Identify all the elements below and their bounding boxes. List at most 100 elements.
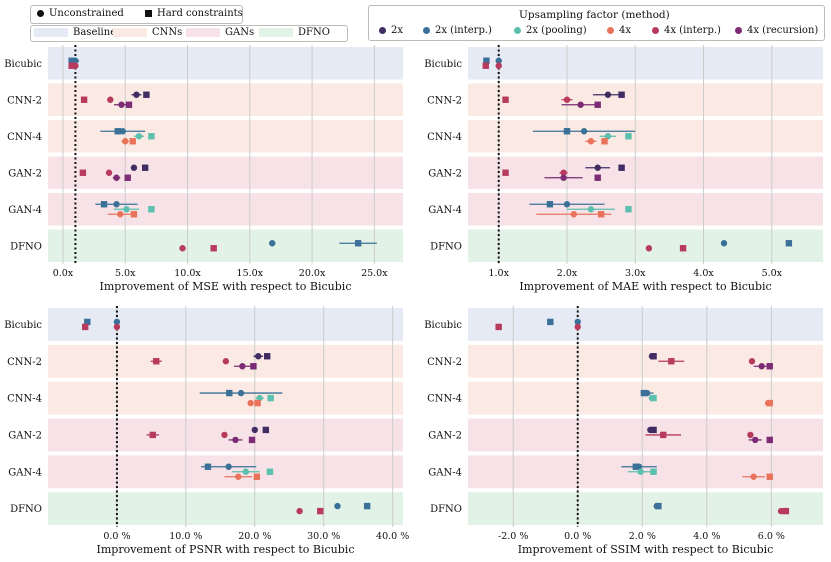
x-tick-label: 20.0x	[299, 268, 326, 279]
cnns-swatch	[113, 28, 147, 37]
row-band	[48, 229, 403, 262]
data-point-circle	[225, 463, 232, 470]
data-point-circle	[113, 201, 120, 208]
data-point-circle	[107, 96, 114, 103]
data-point-square	[114, 128, 121, 135]
row-band	[48, 492, 403, 525]
row-label: DFNO	[10, 241, 42, 252]
data-point-square	[124, 174, 131, 181]
x-tick-label: -2.0 %	[498, 531, 528, 542]
data-point-square	[502, 96, 509, 103]
legend-method-4x: 4x	[607, 25, 631, 37]
x-tick-label: 4.0x	[693, 268, 714, 279]
legend-method-4x-interp-label: 4x (interp.)	[664, 25, 721, 36]
legend-groups: Baseline CNNs GANs DFNO	[30, 25, 348, 42]
data-point-square	[482, 62, 489, 69]
panel-0: Bicubic CNN-2 CNN-4 GAN-2 GAN-4 DFNO 0.0x 5.0x 1…	[4, 45, 403, 293]
data-point-square	[655, 502, 662, 510]
data-point-circle	[748, 358, 756, 365]
data-point-circle	[118, 101, 125, 108]
data-point-circle	[560, 169, 567, 176]
x-axis-label: Improvement of MAE with respect to Bicub…	[519, 280, 771, 293]
data-point-circle	[574, 318, 581, 326]
x-tick-label: 10.0 %	[169, 531, 202, 542]
data-point-square	[766, 363, 773, 370]
x-axis-label: Improvement of MSE with respect to Bicub…	[100, 280, 352, 293]
data-point-square	[594, 101, 601, 108]
data-point-square	[502, 169, 509, 176]
data-point-circle	[179, 245, 186, 252]
row-band	[48, 455, 403, 489]
data-point-circle	[130, 164, 138, 171]
square-marker-icon	[145, 10, 152, 17]
row-band	[468, 308, 823, 341]
data-point-circle	[587, 206, 595, 213]
data-point-circle	[777, 507, 785, 515]
data-point-square	[250, 363, 257, 370]
row-label: CNN-4	[7, 132, 42, 143]
data-point-circle	[752, 436, 759, 444]
x-tick-label: 1.0x	[488, 268, 509, 279]
row-band	[468, 229, 823, 262]
data-point-square	[650, 353, 657, 360]
data-point-square	[679, 245, 687, 252]
row-band	[468, 381, 823, 415]
x-tick-label: 3.0x	[625, 268, 646, 279]
row-label: GAN-4	[428, 467, 462, 478]
data-point-circle	[237, 389, 245, 397]
legend-dfno-label: DFNO	[298, 27, 330, 38]
legend-unconstrained: Unconstrained	[37, 8, 124, 20]
data-point-square	[363, 502, 371, 510]
data-point-square	[766, 473, 773, 480]
data-point-circle	[232, 436, 239, 444]
data-point-square	[153, 358, 160, 365]
legend-method-2x-pooling-label: 2x (pooling)	[526, 25, 587, 36]
row-label: CNN-4	[427, 394, 462, 405]
data-point-circle	[580, 128, 588, 135]
data-point-circle	[251, 426, 258, 434]
data-point-square	[248, 436, 256, 444]
method-4x-recursion-marker	[735, 27, 742, 34]
data-point-square	[266, 468, 274, 475]
data-point-circle	[747, 431, 754, 439]
row-band	[48, 120, 403, 153]
data-point-circle	[560, 174, 567, 181]
legend-hard-constraints-label: Hard constraints	[157, 8, 243, 19]
x-tick-label: 30.0 %	[307, 531, 340, 542]
data-point-circle	[758, 363, 765, 370]
data-point-square	[650, 394, 657, 402]
data-point-circle	[113, 323, 121, 331]
x-tick-label: 2.0x	[557, 268, 578, 279]
row-label: CNN-4	[7, 394, 42, 405]
data-point-circle	[750, 473, 757, 480]
method-4x-interp-marker	[652, 27, 659, 34]
row-label: DFNO	[10, 504, 42, 515]
row-band	[48, 156, 403, 189]
data-point-circle	[221, 431, 228, 439]
data-point-circle	[113, 318, 121, 326]
legend-gans-label: GANs	[225, 27, 255, 38]
row-label: GAN-2	[428, 430, 462, 441]
data-point-square	[210, 245, 217, 252]
data-point-circle	[269, 240, 276, 247]
data-point-square	[483, 57, 490, 64]
data-point-circle	[242, 468, 250, 475]
data-point-square	[100, 201, 108, 208]
data-point-circle	[495, 57, 502, 64]
data-point-square	[594, 174, 601, 181]
data-point-circle	[720, 240, 728, 247]
x-tick-label: 5.0x	[115, 268, 136, 279]
data-point-circle	[119, 128, 126, 135]
data-point-square	[130, 211, 138, 218]
row-band	[468, 83, 823, 116]
data-point-circle	[577, 101, 584, 108]
row-label: DFNO	[430, 504, 462, 515]
panel-2: Bicubic CNN-2 CNN-4 GAN-2 GAN-4 DFNO 0.0 % 10.0…	[4, 306, 409, 556]
row-label: CNN-2	[427, 95, 462, 106]
data-point-square	[226, 389, 233, 397]
legend-hard-constraints: Hard constraints	[145, 8, 243, 20]
row-label: CNN-2	[427, 357, 462, 368]
x-tick-label: 0.0 %	[564, 531, 591, 542]
data-point-circle	[563, 201, 571, 208]
